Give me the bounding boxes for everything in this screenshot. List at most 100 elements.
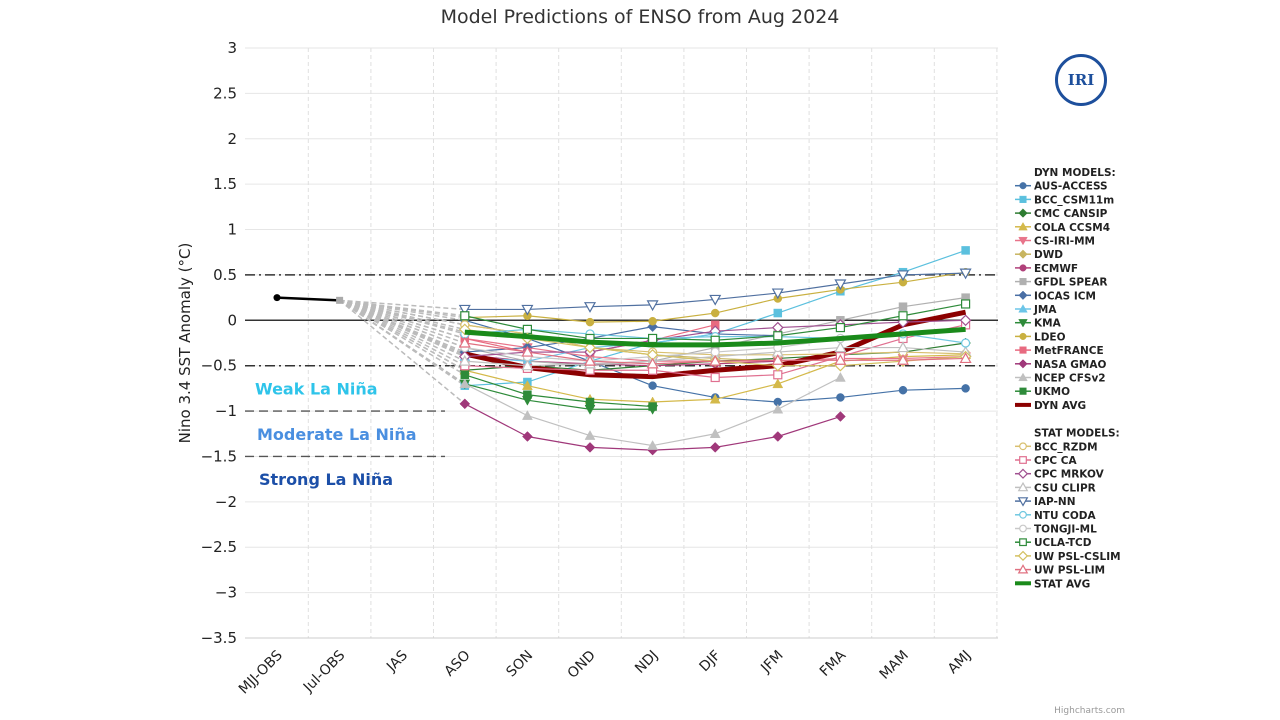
data-point: [585, 317, 595, 327]
legend-item[interactable]: STAT AVG: [1015, 578, 1090, 590]
legend-item[interactable]: MetFRANCE: [1015, 345, 1104, 357]
legend-marker: [1018, 249, 1028, 259]
legend-item[interactable]: IOCAS ICM: [1015, 290, 1096, 302]
series-line: [464, 326, 778, 353]
data-point: [523, 390, 532, 399]
legend-item[interactable]: CPC CA: [1015, 455, 1077, 467]
x-tick-label: JAS: [383, 647, 411, 675]
legend-item[interactable]: UW PSL-CSLIM: [1015, 550, 1121, 563]
legend-item[interactable]: JMA: [1015, 304, 1057, 316]
legend-item[interactable]: KMA: [1015, 318, 1062, 330]
legend-item[interactable]: AUS-ACCESS: [1015, 181, 1108, 193]
data-point: [458, 304, 471, 316]
legend-marker: [1019, 387, 1027, 395]
data-point: [834, 371, 846, 382]
legend-label: ECMWF: [1034, 263, 1078, 275]
data-point: [771, 354, 784, 365]
legend-marker: [1018, 372, 1028, 382]
legend-label: TONGJI-ML: [1034, 524, 1097, 536]
data-point: [709, 428, 721, 439]
legend-label: DWD: [1034, 249, 1063, 261]
data-point: [834, 354, 847, 365]
legend-item[interactable]: ECMWF: [1015, 263, 1078, 275]
data-point: [522, 324, 533, 334]
legend-header: STAT MODELS:: [1034, 428, 1120, 440]
data-point: [584, 341, 596, 354]
legend-marker: [1019, 264, 1027, 272]
data-point: [896, 270, 910, 282]
observed-line: [276, 296, 340, 302]
data-point: [647, 333, 658, 344]
legend-swatch: [1015, 402, 1031, 407]
y-tick-label: 2.5: [213, 84, 237, 102]
legend-swatch: [1015, 581, 1031, 586]
legend-item[interactable]: GFDL SPEAR: [1015, 277, 1108, 289]
legend-marker: [1019, 524, 1027, 533]
data-point: [835, 322, 846, 333]
data-point: [771, 288, 784, 300]
series-stat-avg: [464, 326, 966, 348]
highcharts-credit[interactable]: Highcharts.com: [1054, 706, 1125, 716]
legend-item[interactable]: TONGJI-ML: [1015, 524, 1097, 536]
legend-item[interactable]: UKMO: [1015, 386, 1070, 398]
data-point: [898, 311, 908, 321]
y-tick-label: 2: [227, 130, 237, 148]
legend-marker: [1018, 236, 1028, 246]
data-point: [959, 352, 972, 364]
data-point: [585, 397, 595, 407]
y-tick-label: −2.5: [201, 538, 237, 556]
legend-item[interactable]: DWD: [1015, 249, 1063, 261]
data-point: [772, 378, 784, 389]
data-point: [709, 354, 722, 366]
legend-item[interactable]: CS-IRI-MM: [1015, 236, 1095, 248]
legend-marker: [1019, 538, 1027, 547]
legend-item[interactable]: CPC MRKOV: [1015, 468, 1105, 481]
connector-line: [339, 299, 466, 367]
x-tick-label: ASO: [441, 648, 473, 680]
legend-label: NTU CODA: [1034, 510, 1096, 522]
legend-item[interactable]: CMC CANSIP: [1015, 208, 1108, 220]
data-point: [458, 354, 471, 366]
data-point: [960, 338, 971, 348]
legend-item[interactable]: BCC_CSM11m: [1015, 194, 1114, 206]
connector-line: [339, 299, 465, 333]
legend-marker: [1019, 182, 1027, 190]
legend-item[interactable]: COLA CCSM4: [1015, 222, 1110, 234]
legend-item[interactable]: UW PSL-LIM: [1015, 564, 1105, 577]
data-point: [584, 430, 596, 440]
legend-item[interactable]: LDEO: [1015, 331, 1066, 343]
connector-line: [339, 299, 466, 371]
connector-line: [339, 299, 466, 355]
data-point: [710, 372, 720, 383]
data-point: [583, 354, 597, 366]
legend-item[interactable]: NASA GMAO: [1015, 359, 1106, 371]
legend-marker: [1019, 332, 1027, 340]
data-point: [459, 398, 471, 410]
legend-label: IOCAS ICM: [1034, 290, 1096, 302]
y-tick-label: 3: [227, 39, 237, 57]
legend-marker: [1018, 319, 1028, 328]
legend-item[interactable]: IAP-NN: [1015, 496, 1075, 508]
series-ucla-tcd: [460, 299, 971, 345]
legend-item[interactable]: NTU CODA: [1015, 510, 1096, 522]
data-point: [835, 411, 846, 422]
data-point: [521, 359, 534, 371]
legend-marker: [1019, 442, 1027, 451]
data-point: [521, 304, 534, 316]
legend-item[interactable]: CSU CLIPR: [1015, 481, 1096, 494]
data-point: [460, 311, 470, 321]
data-point: [709, 442, 721, 453]
legend-label: CPC CA: [1034, 455, 1077, 467]
legend-label: UCLA-TCD: [1034, 537, 1092, 549]
data-point: [836, 393, 845, 402]
legend-item[interactable]: UCLA-TCD: [1015, 537, 1092, 549]
legend-item[interactable]: DYN AVG: [1015, 400, 1086, 412]
legend-item[interactable]: BCC_RZDM: [1015, 441, 1098, 453]
legend-marker: [1019, 510, 1027, 519]
data-point: [583, 302, 597, 313]
legend-item[interactable]: NCEP CFSv2: [1015, 373, 1106, 385]
legend-marker: [1017, 497, 1029, 507]
legend-label: COLA CCSM4: [1034, 222, 1110, 234]
series-line: [464, 383, 653, 410]
series-line: [464, 326, 966, 348]
